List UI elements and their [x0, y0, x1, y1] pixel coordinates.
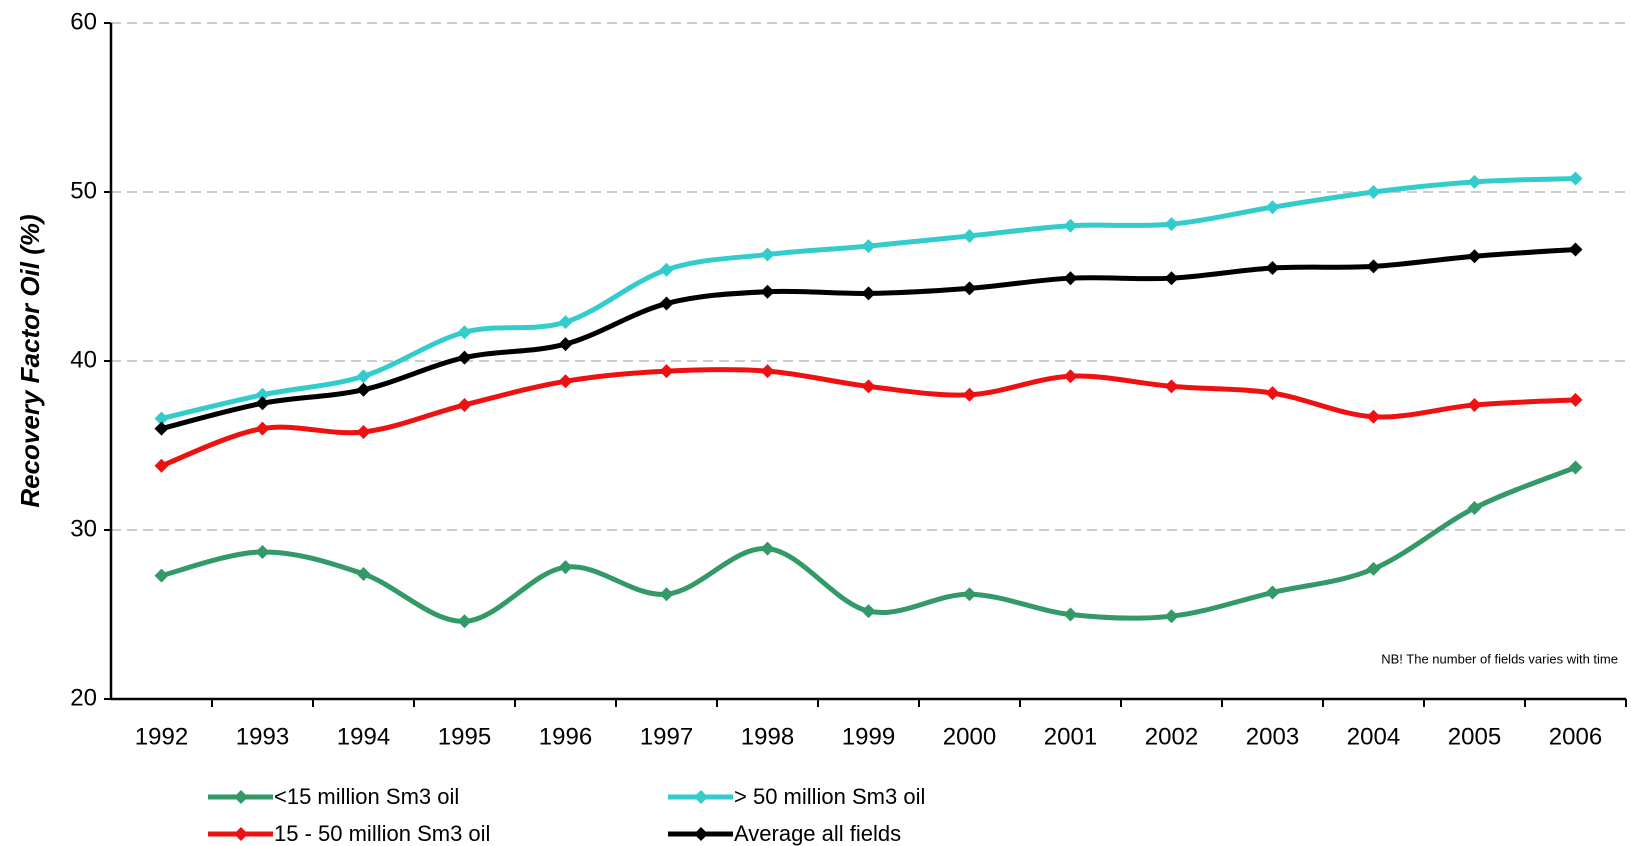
- legend-marker: [694, 827, 708, 841]
- point-marker: [154, 411, 169, 426]
- x-tick-label: 1995: [438, 723, 491, 750]
- x-tick-label: 1998: [741, 723, 794, 750]
- point-marker: [255, 544, 270, 559]
- x-tick-label: 1992: [135, 723, 188, 750]
- legend-marker: [234, 790, 248, 804]
- point-marker: [255, 387, 270, 402]
- point-marker: [962, 281, 977, 296]
- x-tick-label: 2001: [1044, 723, 1097, 750]
- point-marker: [861, 286, 876, 301]
- point-marker: [558, 337, 573, 352]
- x-tick-label: 2004: [1347, 723, 1400, 750]
- point-marker: [1265, 261, 1280, 276]
- x-tick-label: 1999: [842, 723, 895, 750]
- point-marker: [457, 325, 472, 340]
- y-tick-label: 20: [70, 684, 97, 711]
- point-marker: [1366, 259, 1381, 274]
- point-marker: [1366, 185, 1381, 199]
- point-marker: [861, 379, 876, 394]
- x-tick-label: 1997: [640, 723, 693, 750]
- point-marker: [861, 239, 876, 254]
- point-marker: [356, 566, 371, 581]
- point-marker: [659, 262, 674, 277]
- point-marker: [962, 387, 977, 402]
- point-marker: [659, 296, 674, 311]
- point-marker: [457, 350, 472, 365]
- point-marker: [1467, 397, 1482, 412]
- point-marker: [1265, 200, 1280, 215]
- x-tick-label: 2000: [943, 723, 996, 750]
- point-marker: [1366, 561, 1381, 576]
- point-marker: [1063, 369, 1078, 384]
- point-marker: [1063, 218, 1078, 233]
- x-tick-label: 2005: [1448, 723, 1501, 750]
- point-marker: [1568, 392, 1583, 407]
- point-marker: [1568, 242, 1583, 257]
- annotation: NB! The number of fields varies with tim…: [1381, 651, 1618, 666]
- y-tick-label: 30: [70, 515, 97, 542]
- point-marker: [457, 614, 472, 629]
- point-marker: [962, 228, 977, 243]
- legend-label: 15 - 50 million Sm3 oil: [274, 821, 490, 846]
- point-marker: [760, 247, 775, 262]
- y-tick-label: 40: [70, 346, 97, 373]
- point-marker: [760, 364, 775, 379]
- x-tick-label: 1993: [236, 723, 289, 750]
- point-marker: [356, 382, 371, 397]
- x-tick-label: 2002: [1145, 723, 1198, 750]
- legend-label: Average all fields: [734, 821, 901, 846]
- point-marker: [1063, 271, 1078, 286]
- point-marker: [558, 374, 573, 389]
- point-marker: [1568, 171, 1583, 186]
- point-marker: [962, 587, 977, 602]
- x-tick-label: 1996: [539, 723, 592, 750]
- point-marker: [1265, 386, 1280, 401]
- point-marker: [1265, 585, 1280, 600]
- point-marker: [1164, 217, 1179, 232]
- series-line: [160, 246, 1576, 432]
- point-marker: [255, 396, 270, 411]
- x-tick-label: 2006: [1549, 723, 1602, 750]
- y-axis-label: Recovery Factor Oil (%): [15, 214, 45, 507]
- point-marker: [659, 587, 674, 602]
- point-marker: [1467, 174, 1482, 189]
- x-tick-label: 1994: [337, 723, 390, 750]
- point-marker: [154, 568, 169, 583]
- x-tick-label: 2003: [1246, 723, 1299, 750]
- legend-marker: [234, 827, 248, 841]
- point-marker: [154, 421, 169, 436]
- point-marker: [558, 560, 573, 575]
- point-marker: [356, 369, 371, 384]
- point-marker: [1568, 460, 1583, 475]
- point-marker: [1467, 249, 1482, 264]
- point-marker: [154, 458, 169, 473]
- point-marker: [558, 315, 573, 330]
- legend-label: <15 million Sm3 oil: [274, 784, 459, 809]
- point-marker: [1366, 409, 1381, 424]
- point-marker: [1164, 379, 1179, 394]
- point-marker: [1164, 271, 1179, 286]
- point-marker: [760, 541, 775, 556]
- point-marker: [457, 397, 472, 412]
- point-marker: [1063, 607, 1078, 622]
- point-marker: [1164, 609, 1179, 624]
- point-marker: [1467, 501, 1482, 516]
- point-marker: [659, 364, 674, 379]
- point-marker: [356, 424, 371, 439]
- legend-marker: [694, 790, 708, 804]
- point-marker: [760, 284, 775, 299]
- series-line: [160, 465, 1577, 624]
- point-marker: [255, 421, 270, 436]
- y-tick-label: 50: [70, 177, 97, 204]
- legend-label: > 50 million Sm3 oil: [734, 784, 925, 809]
- point-marker: [861, 604, 876, 619]
- y-tick-label: 60: [70, 8, 97, 35]
